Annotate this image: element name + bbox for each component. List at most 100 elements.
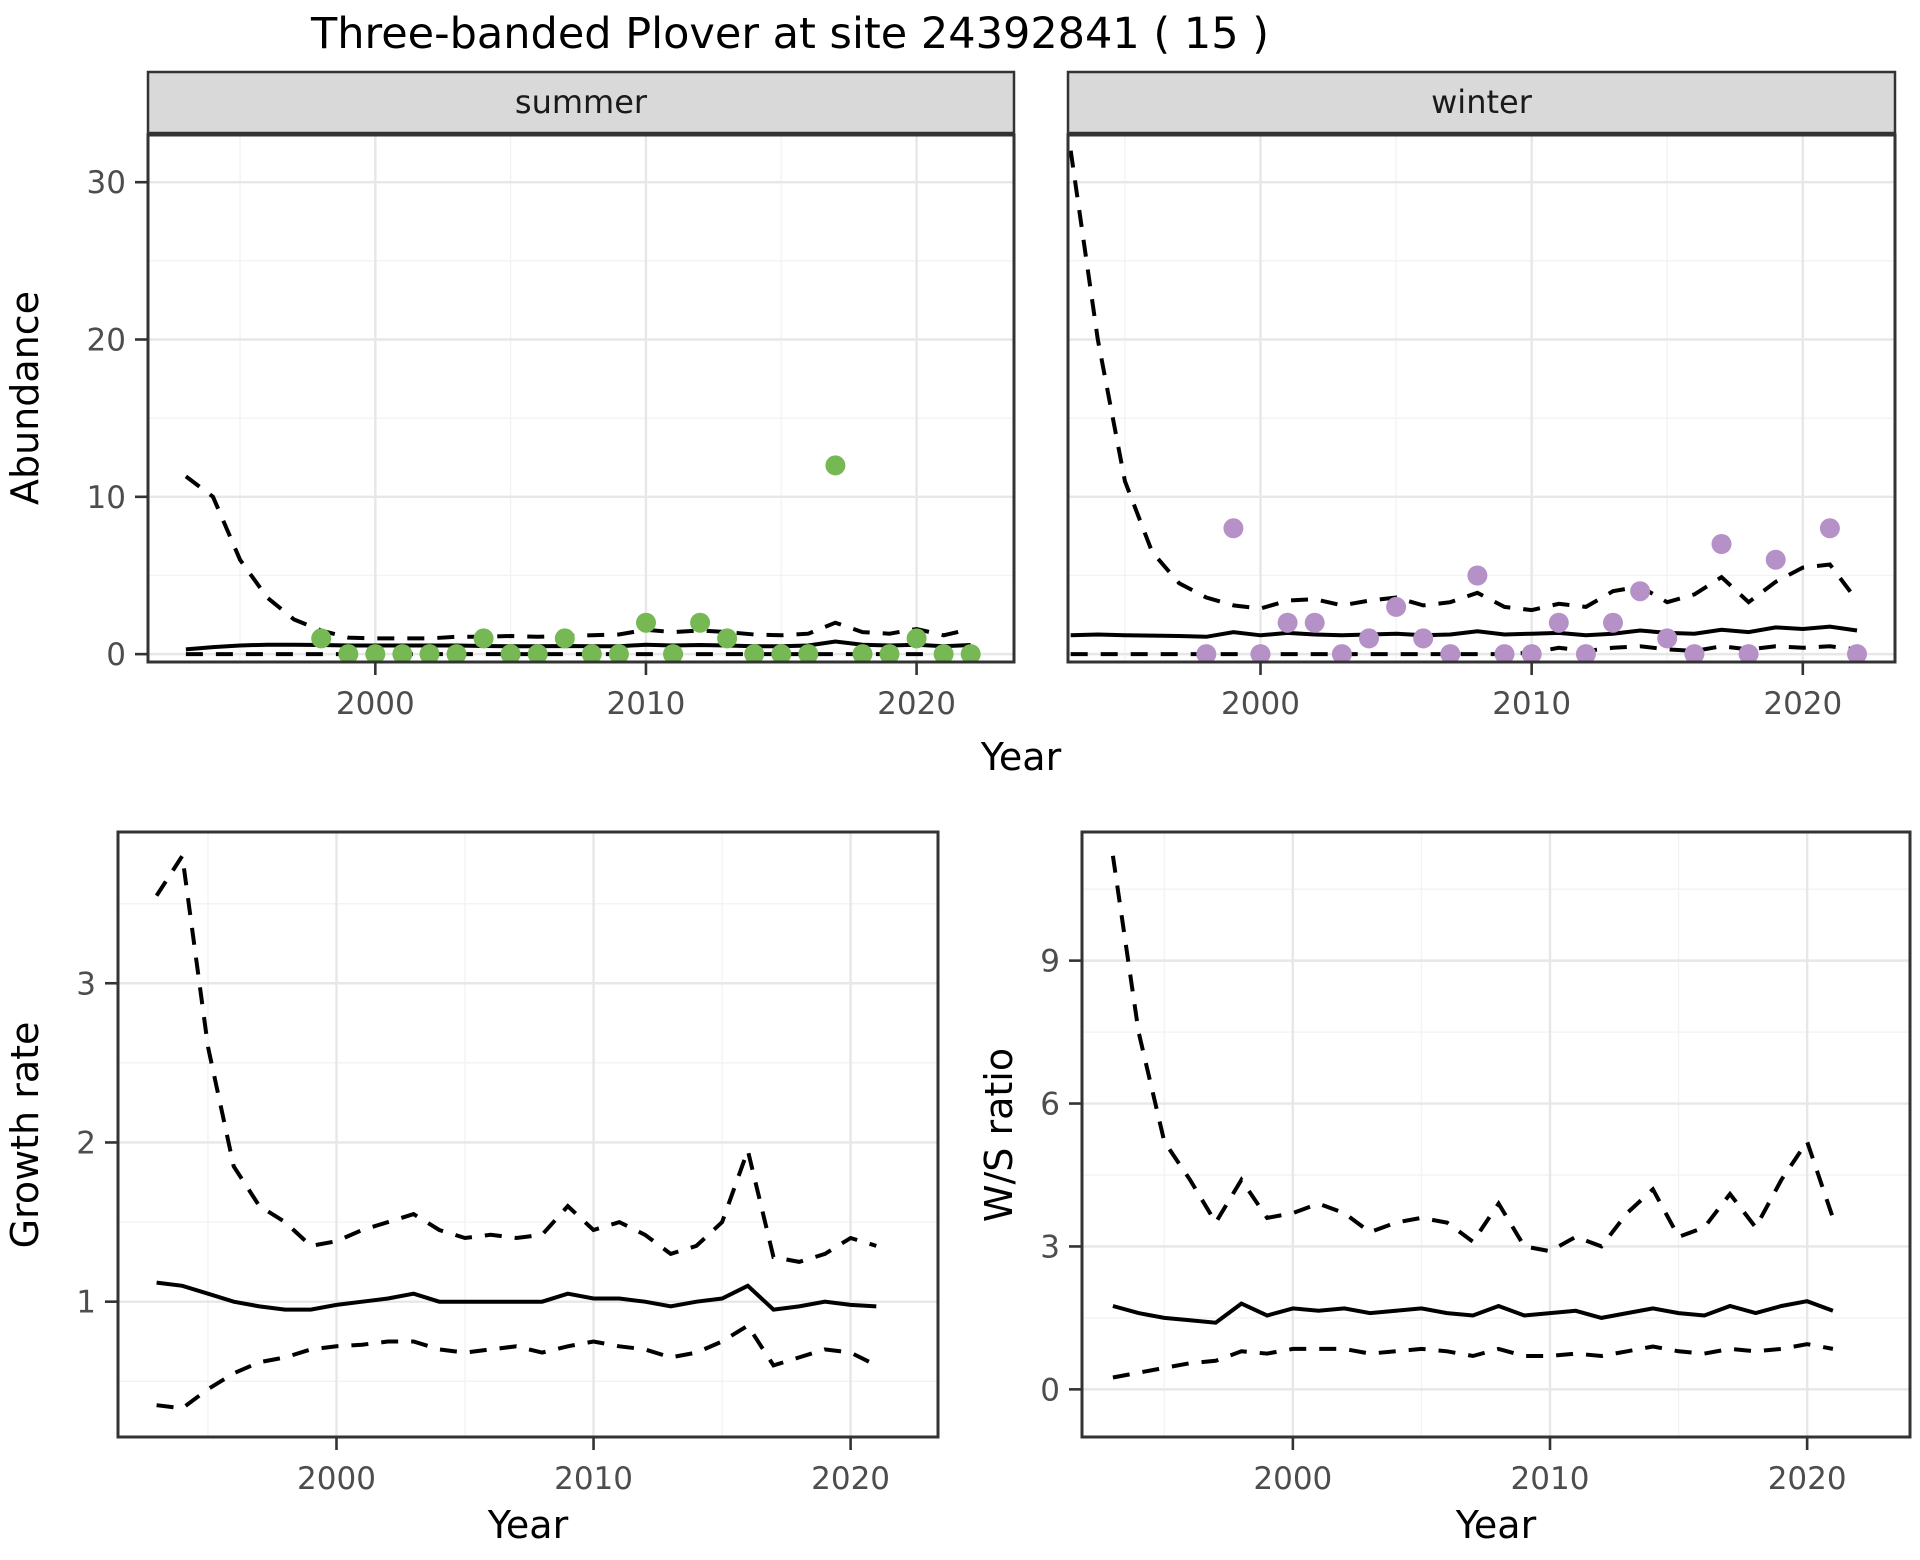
panel-background [148, 135, 1014, 662]
mean-line [1112, 1299, 1834, 1325]
data-point [1494, 644, 1515, 662]
data-point [527, 644, 548, 662]
x-tick-label: 2010 [554, 1461, 633, 1497]
data-point [392, 644, 413, 662]
facet-strip-label: winter [1431, 83, 1533, 121]
y-axis-title-growth-rate: Growth rate [3, 1022, 47, 1249]
y-axis-title-abundance: Abundance [3, 291, 47, 505]
data-point [419, 644, 440, 662]
facet-strip-label: summer [515, 83, 648, 121]
data-point [311, 628, 332, 649]
data-point [1440, 644, 1461, 662]
data-point [581, 644, 602, 662]
x-axis-title-year-top: Year [980, 735, 1062, 779]
upper-ci-line [154, 850, 877, 1264]
x-tick-label: 2000 [336, 686, 415, 722]
y-tick-label: 0 [106, 637, 126, 673]
facet-strip [1066, 70, 1897, 135]
y-tick-label: 9 [1040, 944, 1060, 980]
lower-ci-line [156, 1322, 878, 1411]
x-tick-label: 2010 [606, 686, 685, 722]
data-point [663, 644, 683, 662]
panel-border [1080, 830, 1912, 1439]
data-point [1575, 644, 1596, 662]
data-point [825, 455, 846, 476]
data-point [1331, 644, 1352, 662]
data-point [1684, 644, 1705, 662]
data-point [906, 628, 927, 649]
chart-title: Three-banded Plover at site 24392841 ( 1… [310, 9, 1269, 59]
y-tick-label: 3 [1040, 1229, 1060, 1265]
x-tick-label: 2020 [1768, 1461, 1847, 1497]
x-axis-title-year-bottom-left: Year [487, 1503, 569, 1547]
x-tick-label: 2000 [1221, 686, 1300, 722]
panel-border [146, 133, 1016, 664]
mean-line [156, 1280, 877, 1312]
series-group [1068, 150, 1867, 662]
y-tick-label: 3 [76, 966, 96, 1002]
lower-ci-line [1112, 1342, 1834, 1380]
y-tick-label: 2 [76, 1125, 96, 1161]
data-point [1765, 549, 1786, 570]
x-axis-title-year-bottom-right: Year [1455, 1503, 1537, 1547]
series-group [154, 850, 878, 1411]
data-point [500, 644, 521, 662]
panel-abundance_winter: winter 2000 2010 2020 [1066, 70, 1897, 722]
data-point [1657, 628, 1678, 649]
data-point [1196, 644, 1217, 662]
data-point [933, 644, 954, 662]
data-point [1847, 644, 1867, 662]
data-point [798, 644, 819, 662]
x-tick-label: 2020 [877, 686, 956, 722]
panel-border [116, 830, 940, 1439]
y-tick-label: 20 [87, 323, 126, 359]
data-point [717, 628, 738, 649]
data-point [365, 644, 386, 662]
x-tick-label: 2020 [811, 1461, 890, 1497]
data-point [1819, 518, 1840, 539]
data-point [446, 644, 467, 662]
data-point [554, 628, 575, 649]
data-point [1359, 628, 1379, 649]
panel-background [1082, 832, 1910, 1437]
data-point [1250, 644, 1271, 662]
data-point [771, 644, 792, 662]
data-point [744, 644, 765, 662]
data-point [1223, 518, 1244, 539]
data-point [852, 644, 873, 662]
x-tick-label: 2010 [1492, 686, 1571, 722]
series-group [1110, 855, 1835, 1380]
data-point [473, 628, 494, 649]
data-point [1277, 612, 1298, 633]
data-point [338, 644, 359, 662]
panel-ws_ratio: 2000 2010 2020 0 3 6 9 [1040, 830, 1912, 1497]
x-tick-label: 2000 [297, 1461, 376, 1497]
data-point [636, 612, 656, 633]
data-point [1521, 644, 1542, 662]
x-tick-label: 2000 [1253, 1461, 1332, 1497]
panel-border [1066, 133, 1897, 664]
facet-strip [146, 70, 1016, 135]
upper-ci-line [184, 474, 972, 641]
y-tick-label: 6 [1040, 1087, 1060, 1123]
series-group [184, 455, 981, 662]
mean-line [1070, 624, 1858, 639]
data-point [1630, 581, 1651, 602]
y-tick-label: 10 [87, 480, 126, 516]
y-tick-label: 30 [87, 165, 126, 201]
x-tick-label: 2020 [1763, 686, 1842, 722]
y-tick-label: 1 [76, 1285, 96, 1321]
panel-growth_rate: 2000 2010 2020 1 2 3 [76, 830, 940, 1497]
data-point [960, 644, 981, 662]
panel-abundance_summer: summer 2000 2010 2020 0 10 20 30 [87, 70, 1016, 722]
data-point [1603, 612, 1623, 633]
upper-ci-line [1110, 855, 1835, 1254]
data-point [879, 644, 900, 662]
data-point [1548, 612, 1569, 633]
y-axis-title-ws-ratio: W/S ratio [977, 1048, 1021, 1222]
panel-background [118, 832, 938, 1437]
y-tick-label: 0 [1040, 1372, 1060, 1408]
data-point [1386, 596, 1407, 617]
